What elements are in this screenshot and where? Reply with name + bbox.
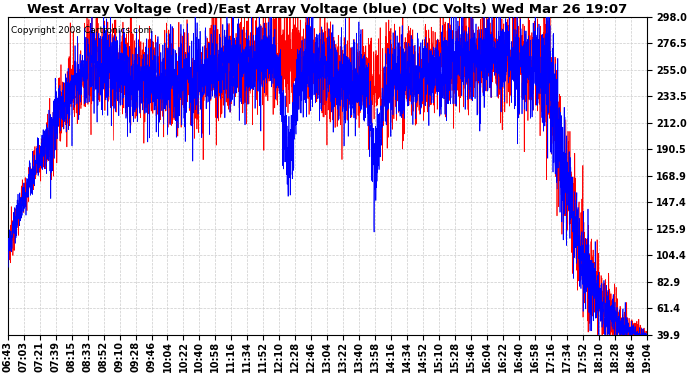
Title: West Array Voltage (red)/East Array Voltage (blue) (DC Volts) Wed Mar 26 19:07: West Array Voltage (red)/East Array Volt… (27, 3, 627, 16)
Text: Copyright 2008 Cartronics.com: Copyright 2008 Cartronics.com (11, 27, 152, 36)
